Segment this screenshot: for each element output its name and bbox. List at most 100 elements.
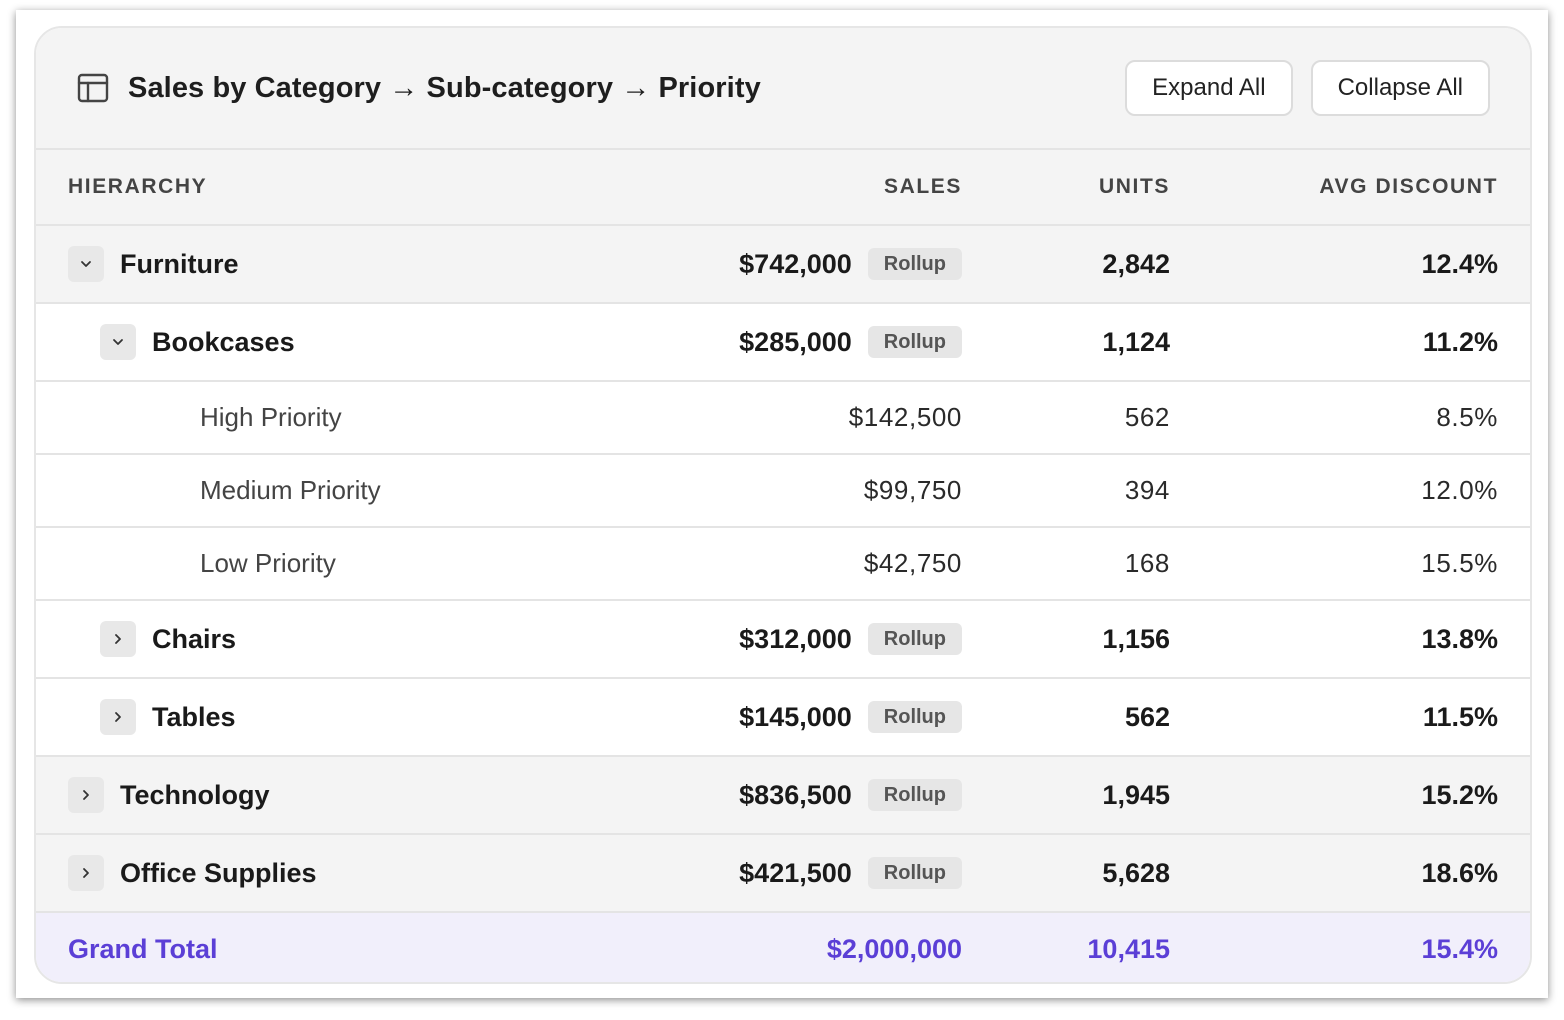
discount-value: 15.5% [1421,548,1498,578]
sales-value: $285,000 [739,326,852,357]
column-header-avg-discount: AVG DISCOUNT [1319,175,1498,198]
collapse-all-button[interactable]: Collapse All [1310,60,1490,116]
hierarchy-cell: Furniture [68,246,239,282]
units-cell: 1,156 [1102,624,1170,655]
sales-cell: $42,750 [864,548,962,579]
units-cell: 394 [1125,475,1170,506]
units-cell: 1,945 [1102,780,1170,811]
grand-total-row: Grand Total $2,000,000 10,415 15.4% [36,913,1530,982]
row-label: Technology [120,779,270,810]
discount-value: 18.6% [1421,857,1498,888]
table-body: Furniture $742,000 Rollup 2,842 12.4% Bookcas… [36,226,1530,913]
chevron-right-icon[interactable] [68,777,104,813]
hierarchy-cell: Technology [68,777,270,813]
column-header-units: UNITS [1099,175,1170,198]
column-header-sales: SALES [883,175,962,198]
sales-cell: $99,750 [864,475,962,506]
units-value: 1,945 [1102,779,1170,810]
discount-cell: 8.5% [1436,402,1498,433]
sales-cell: $145,000 Rollup [739,701,962,733]
discount-cell: 11.5% [1423,702,1498,733]
units-cell: 562 [1125,402,1170,433]
grand-total-discount: 15.4% [1421,933,1498,964]
sales-value: $742,000 [739,248,852,279]
header-actions: Expand All Collapse All [1125,60,1490,116]
hierarchy-cell: High Priority [200,402,342,433]
table-row-category[interactable]: Furniture $742,000 Rollup 2,842 12.4% [36,226,1530,304]
units-cell: 168 [1125,548,1170,579]
page-title: Sales by Category → Sub-category → Prior… [128,71,761,104]
sales-cell: $142,500 [849,402,962,433]
pivot-table-card: Sales by Category → Sub-category → Prior… [34,26,1532,984]
discount-value: 15.2% [1421,779,1498,810]
sales-value: $421,500 [739,857,852,888]
sales-cell: $285,000 Rollup [739,326,962,358]
row-label: Tables [152,701,236,732]
table-row-priority: Low Priority $42,750 168 15.5% [36,528,1530,601]
discount-value: 8.5% [1436,402,1498,432]
chevron-right-icon[interactable] [100,621,136,657]
hierarchy-cell: Tables [100,699,236,735]
row-label: Office Supplies [120,857,317,888]
discount-cell: 13.8% [1421,624,1498,655]
discount-value: 11.5% [1422,701,1498,732]
sales-cell: $312,000 Rollup [739,623,962,655]
rollup-badge: Rollup [867,779,962,811]
table-row-category[interactable]: Technology $836,500 Rollup 1,945 15.2% [36,757,1530,835]
units-cell: 2,842 [1102,249,1170,280]
sales-value: $145,000 [739,701,852,732]
expand-all-button[interactable]: Expand All [1125,60,1293,116]
sales-cell: $742,000 Rollup [739,248,962,280]
grand-total-units: 10,415 [1087,933,1170,964]
units-value: 394 [1124,475,1170,505]
hierarchy-cell: Bookcases [100,324,295,360]
discount-cell: 15.5% [1421,548,1498,579]
table-row-priority: High Priority $142,500 562 8.5% [36,382,1530,455]
row-label: Chairs [152,623,237,654]
units-value: 1,124 [1102,326,1170,357]
row-label: Bookcases [152,326,295,357]
units-value: 562 [1124,402,1170,432]
rollup-badge: Rollup [867,326,962,358]
table-row-subcategory[interactable]: Tables $145,000 Rollup 562 11.5% [36,679,1530,757]
grand-total-label: Grand Total [68,933,218,964]
rollup-badge: Rollup [867,248,962,280]
discount-cell: 15.2% [1421,780,1498,811]
sales-value: $312,000 [739,623,852,654]
table-row-priority: Medium Priority $99,750 394 12.0% [36,455,1530,528]
units-cell: 1,124 [1102,327,1170,358]
card-header: Sales by Category → Sub-category → Prior… [36,28,1530,150]
hierarchy-cell: Medium Priority [200,475,381,506]
column-header-row: HIERARCHY SALES UNITS AVG DISCOUNT [36,150,1530,226]
sales-value: $836,500 [739,779,852,810]
discount-cell: 11.2% [1423,327,1498,358]
discount-value: 12.0% [1421,475,1498,505]
table-row-category[interactable]: Office Supplies $421,500 Rollup 5,628 18.6% [36,835,1530,913]
discount-value: 12.4% [1421,248,1498,279]
units-cell: 562 [1125,702,1170,733]
chevron-down-icon[interactable] [68,246,104,282]
chevron-right-icon[interactable] [100,699,136,735]
discount-cell: 18.6% [1421,858,1498,889]
sales-cell: $836,500 Rollup [739,779,962,811]
row-label: Medium Priority [200,475,381,505]
sales-cell: $421,500 Rollup [739,857,962,889]
discount-value: 13.8% [1421,623,1498,654]
discount-value: 11.2% [1422,326,1498,357]
units-value: 1,156 [1102,623,1170,654]
sales-value: $142,500 [848,402,962,432]
chevron-right-icon[interactable] [68,855,104,891]
rollup-badge: Rollup [867,701,962,733]
column-header-hierarchy: HIERARCHY [68,175,208,198]
units-value: 168 [1124,548,1170,578]
units-cell: 5,628 [1102,858,1170,889]
hierarchy-cell: Office Supplies [68,855,317,891]
row-label: High Priority [200,402,342,432]
window-frame: Sales by Category → Sub-category → Prior… [16,10,1548,998]
table-row-subcategory[interactable]: Chairs $312,000 Rollup 1,156 13.8% [36,601,1530,679]
discount-cell: 12.4% [1421,249,1498,280]
chevron-down-icon[interactable] [100,324,136,360]
rollup-badge: Rollup [867,623,962,655]
table-row-subcategory[interactable]: Bookcases $285,000 Rollup 1,124 11.2% [36,304,1530,382]
units-value: 2,842 [1102,248,1170,279]
